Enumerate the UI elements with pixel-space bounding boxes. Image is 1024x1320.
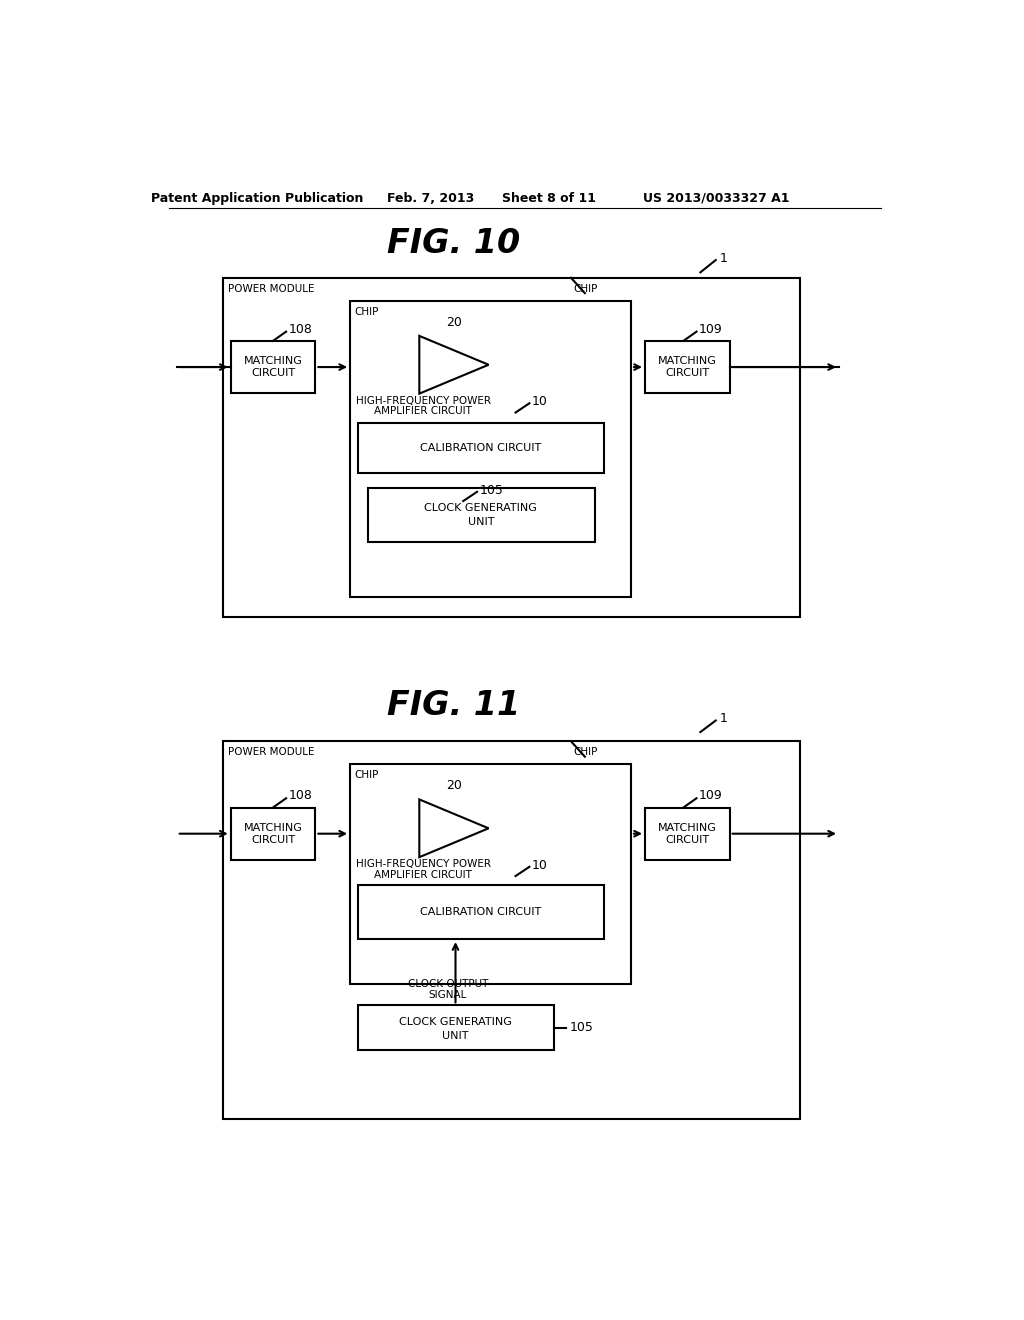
- Text: CALIBRATION CIRCUIT: CALIBRATION CIRCUIT: [420, 907, 542, 917]
- Text: 20: 20: [446, 315, 462, 329]
- Text: POWER MODULE: POWER MODULE: [227, 284, 314, 293]
- Text: 105: 105: [569, 1022, 593, 1035]
- Bar: [368, 488, 595, 543]
- Text: FIG. 10: FIG. 10: [387, 227, 520, 260]
- Polygon shape: [419, 335, 488, 393]
- Text: 20: 20: [446, 779, 462, 792]
- Text: 1: 1: [720, 252, 727, 265]
- Bar: [645, 808, 730, 859]
- Text: 108: 108: [289, 789, 312, 803]
- Text: Sheet 8 of 11: Sheet 8 of 11: [502, 191, 596, 205]
- Text: UNIT: UNIT: [442, 1031, 469, 1041]
- Text: CIRCUIT: CIRCUIT: [666, 368, 710, 379]
- Bar: [357, 1006, 554, 1051]
- Text: 105: 105: [479, 483, 503, 496]
- Text: SIGNAL: SIGNAL: [429, 990, 467, 999]
- Text: FIG. 11: FIG. 11: [387, 689, 520, 722]
- Text: Patent Application Publication: Patent Application Publication: [152, 191, 364, 205]
- Bar: [350, 764, 631, 983]
- Text: UNIT: UNIT: [468, 517, 495, 527]
- Text: AMPLIFIER CIRCUIT: AMPLIFIER CIRCUIT: [374, 407, 472, 416]
- Text: CHIP: CHIP: [354, 306, 379, 317]
- Text: 109: 109: [698, 789, 723, 803]
- Text: HIGH-FREQUENCY POWER: HIGH-FREQUENCY POWER: [355, 396, 490, 407]
- Text: Feb. 7, 2013: Feb. 7, 2013: [387, 191, 474, 205]
- Text: CALIBRATION CIRCUIT: CALIBRATION CIRCUIT: [420, 444, 542, 453]
- Text: 1: 1: [720, 711, 727, 725]
- Text: MATCHING: MATCHING: [244, 356, 302, 366]
- Text: 10: 10: [531, 859, 548, 871]
- Text: CIRCUIT: CIRCUIT: [251, 834, 295, 845]
- Text: CIRCUIT: CIRCUIT: [666, 834, 710, 845]
- Text: MATCHING: MATCHING: [244, 822, 302, 833]
- Text: 108: 108: [289, 323, 312, 335]
- Text: 109: 109: [698, 323, 723, 335]
- Text: CLOCK GENERATING: CLOCK GENERATING: [399, 1018, 512, 1027]
- Text: HIGH-FREQUENCY POWER: HIGH-FREQUENCY POWER: [355, 859, 490, 870]
- Bar: [223, 277, 801, 616]
- Text: POWER MODULE: POWER MODULE: [227, 747, 314, 758]
- Text: CIRCUIT: CIRCUIT: [251, 368, 295, 379]
- Bar: [645, 341, 730, 393]
- Bar: [230, 808, 315, 859]
- Text: CLOCK GENERATING: CLOCK GENERATING: [425, 503, 538, 513]
- Text: CHIP: CHIP: [573, 747, 598, 758]
- Text: US 2013/0033327 A1: US 2013/0033327 A1: [642, 191, 790, 205]
- Bar: [223, 742, 801, 1118]
- Text: CHIP: CHIP: [354, 770, 379, 780]
- Text: 10: 10: [531, 395, 548, 408]
- Text: MATCHING: MATCHING: [657, 356, 717, 366]
- Bar: [350, 301, 631, 598]
- Bar: [357, 886, 604, 940]
- Text: AMPLIFIER CIRCUIT: AMPLIFIER CIRCUIT: [374, 870, 472, 879]
- Text: MATCHING: MATCHING: [657, 822, 717, 833]
- Bar: [357, 424, 604, 474]
- Polygon shape: [419, 800, 488, 857]
- Text: CLOCK OUTPUT: CLOCK OUTPUT: [408, 979, 488, 989]
- Bar: [230, 341, 315, 393]
- Text: CHIP: CHIP: [573, 284, 598, 293]
